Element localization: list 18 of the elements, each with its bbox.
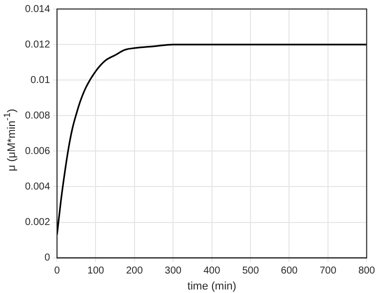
x-tick-label: 200	[126, 266, 144, 277]
x-tick-label: 700	[320, 266, 337, 277]
y-tick-label: 0.014	[24, 4, 50, 15]
x-tick-label: 0	[54, 266, 60, 277]
y-tick-label: 0.004	[24, 181, 50, 192]
x-tick-label: 400	[203, 266, 221, 277]
y-tick-label: 0	[44, 252, 50, 264]
x-tick-label: 600	[280, 266, 298, 277]
y-tick-label: 0.002	[24, 217, 50, 228]
x-tick-label: 300	[164, 266, 182, 277]
x-tick-label: 100	[87, 266, 105, 277]
y-tick-label: 0.012	[24, 39, 50, 50]
y-tick-label: 0.01	[30, 74, 50, 86]
y-tick-label: 0.006	[24, 146, 50, 157]
y-tick-label: 0.008	[24, 110, 50, 122]
x-tick-label: 500	[242, 266, 260, 277]
x-tick-label: 800	[358, 266, 376, 277]
x-axis-title: time (min)	[187, 280, 236, 292]
